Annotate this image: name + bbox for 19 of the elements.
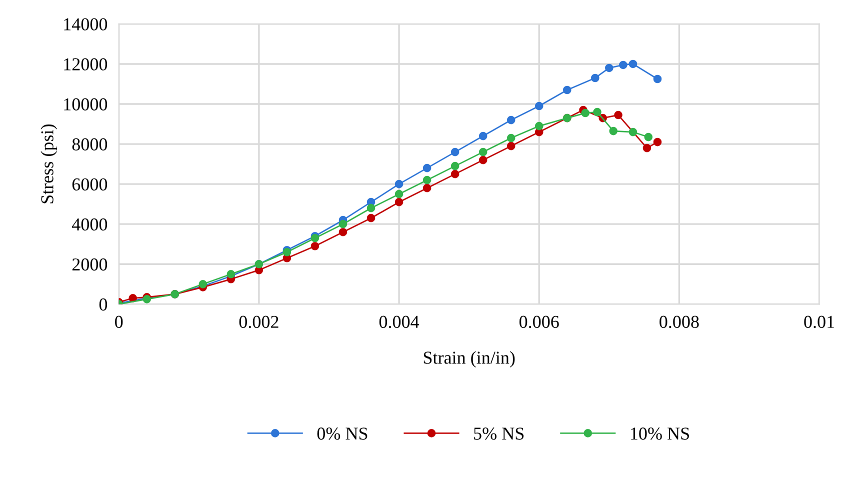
x-tick-label: 0.01 (804, 316, 834, 328)
y-tick-label: 0 (99, 298, 108, 311)
legend-label: 10% NS (631, 428, 689, 440)
y-tick-label: 6000 (72, 178, 108, 191)
x-tick-label: 0 (115, 316, 123, 328)
x-tick-label: 0.002 (239, 316, 278, 328)
legend-label: 5% NS (474, 428, 524, 440)
y-tick-label: 12000 (64, 58, 108, 70)
legend-label: 0% NS (317, 428, 368, 440)
x-tick-label: 0.008 (660, 316, 699, 328)
y-axis-title: Stress (psi) (40, 124, 58, 204)
y-tick-label: 10000 (64, 98, 108, 110)
y-tick-label: 14000 (64, 18, 108, 30)
y-tick-label: 8000 (72, 138, 108, 150)
x-tick-label: 0.006 (519, 316, 559, 328)
y-tick-label: 2000 (72, 258, 108, 271)
x-axis-title: Strain (in/in) (424, 351, 515, 368)
x-tick-label: 0.004 (379, 316, 420, 328)
y-tick-label: 4000 (72, 218, 108, 231)
